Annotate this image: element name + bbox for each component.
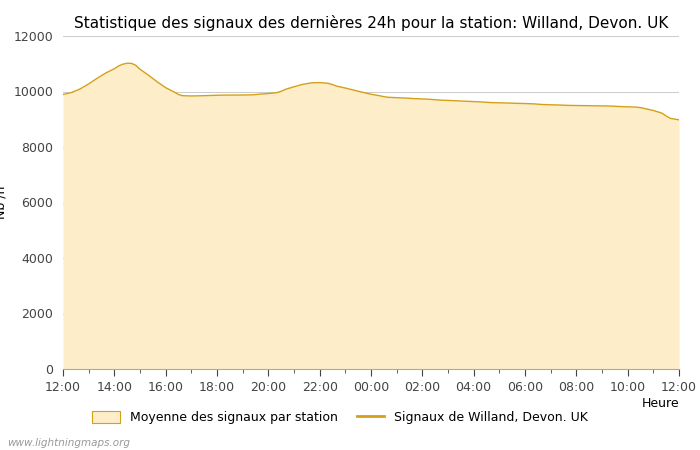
Legend: Moyenne des signaux par station, Signaux de Willand, Devon. UK: Moyenne des signaux par station, Signaux…: [88, 406, 593, 429]
Text: www.lightningmaps.org: www.lightningmaps.org: [7, 438, 130, 448]
Y-axis label: Nb /h: Nb /h: [0, 186, 8, 219]
X-axis label: Heure: Heure: [641, 396, 679, 410]
Title: Statistique des signaux des dernières 24h pour la station: Willand, Devon. UK: Statistique des signaux des dernières 24…: [74, 15, 668, 31]
